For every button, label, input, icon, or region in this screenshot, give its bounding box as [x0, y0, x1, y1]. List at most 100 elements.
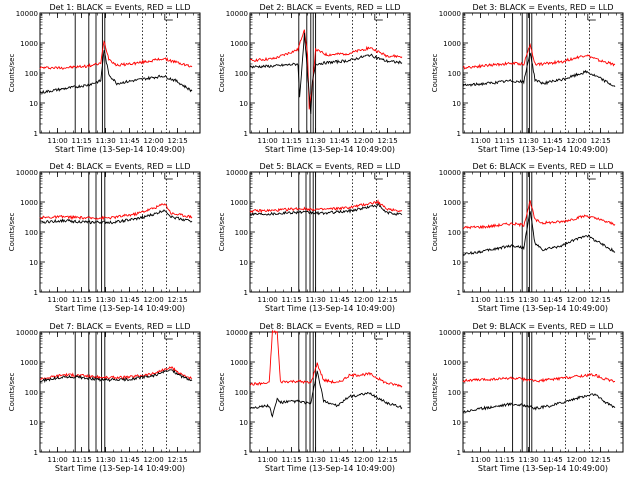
- x-tick-label: 12:15: [591, 137, 611, 145]
- series-line-events: [39, 209, 193, 225]
- chart-title: Det 5: BLACK = Events, RED = LLD: [260, 162, 401, 171]
- series-line-lld: [39, 203, 193, 221]
- x-tick-label: 11:30: [306, 137, 326, 145]
- x-tick-label: 11:30: [306, 456, 326, 464]
- x-axis-label: Start Time (13-Sep-14 10:49:00): [478, 464, 608, 473]
- x-tick-label: 11:45: [120, 456, 140, 464]
- chart-panel-1: Det 1: BLACK = Events, RED = LLD 1 10 100 10…: [8, 3, 201, 154]
- y-tick-label: 100: [448, 389, 461, 397]
- chart-title: Det 4: BLACK = Events, RED = LLD: [50, 162, 191, 171]
- x-axis-label: Start Time (13-Sep-14 10:49:00): [265, 464, 395, 473]
- series-line-events: [39, 369, 193, 384]
- x-tick-label: 11:00: [471, 456, 491, 464]
- x-tick-label: 12:00: [144, 296, 164, 304]
- series-line-lld: [462, 372, 616, 383]
- x-tick-label: 11:00: [48, 296, 68, 304]
- x-tick-label: 11:45: [120, 137, 140, 145]
- x-tick-label: 11:15: [72, 137, 92, 145]
- y-axis-label: Counts/sec: [8, 373, 16, 412]
- y-tick-label: 1000: [20, 359, 38, 367]
- y-tick-label: 1: [457, 130, 461, 138]
- x-tick-label: 11:00: [258, 456, 278, 464]
- series-line-lld: [249, 29, 403, 110]
- x-tick-label: 12:00: [354, 456, 374, 464]
- plot-frame: [462, 171, 624, 293]
- y-tick-label: 1000: [20, 40, 38, 48]
- x-tick-label: 11:30: [519, 137, 539, 145]
- chart-title: Det 9: BLACK = Events, RED = LLD: [473, 322, 614, 331]
- x-tick-label: 11:00: [471, 296, 491, 304]
- series-line-events: [462, 393, 616, 413]
- y-tick-label: 10000: [226, 169, 248, 177]
- y-axis-label: Counts/sec: [431, 213, 439, 252]
- x-tick-label: 11:00: [258, 296, 278, 304]
- series-line-lld: [462, 42, 616, 70]
- chart-title: Det 2: BLACK = Events, RED = LLD: [260, 3, 401, 12]
- y-tick-label: 1: [244, 130, 248, 138]
- chart-panel-6: Det 6: BLACK = Events, RED = LLD 1 10 100 10…: [431, 162, 624, 313]
- y-tick-label: 10000: [439, 329, 461, 337]
- x-tick-label: 12:00: [354, 137, 374, 145]
- plot-frame: [249, 171, 411, 293]
- x-axis-label: Start Time (13-Sep-14 10:49:00): [55, 304, 185, 313]
- x-tick-label: 11:45: [330, 296, 350, 304]
- series-line-lld: [462, 200, 616, 230]
- chart-title: Det 6: BLACK = Events, RED = LLD: [473, 162, 614, 171]
- y-tick-label: 100: [448, 229, 461, 237]
- x-tick-label: 11:45: [120, 296, 140, 304]
- y-tick-label: 1000: [443, 359, 461, 367]
- x-tick-label: 11:00: [258, 137, 278, 145]
- plot-frame: [462, 12, 624, 134]
- series-line-events: [39, 50, 193, 94]
- x-axis-label: Start Time (13-Sep-14 10:49:00): [265, 304, 395, 313]
- chart-panel-8: Det 8: BLACK = Events, RED = LLD 1 10 100 10…: [218, 322, 411, 473]
- chart-panel-5: Det 5: BLACK = Events, RED = LLD 1 10 100 10…: [218, 162, 411, 313]
- chart-title: Det 8: BLACK = Events, RED = LLD: [260, 322, 401, 331]
- x-tick-label: 12:15: [168, 296, 188, 304]
- y-tick-label: 10: [452, 100, 461, 108]
- chart-title: Det 7: BLACK = Events, RED = LLD: [50, 322, 191, 331]
- x-tick-label: 11:30: [96, 296, 116, 304]
- y-axis-label: Counts/sec: [218, 213, 226, 252]
- x-tick-label: 11:15: [282, 296, 302, 304]
- x-axis-label: Start Time (13-Sep-14 10:49:00): [265, 145, 395, 154]
- x-tick-label: 12:15: [168, 456, 188, 464]
- chart-panel-7: Det 7: BLACK = Events, RED = LLD 1 10 100 10…: [8, 322, 201, 473]
- y-tick-label: 1000: [230, 359, 248, 367]
- x-tick-label: 11:30: [519, 456, 539, 464]
- y-tick-label: 10000: [226, 329, 248, 337]
- y-tick-label: 1000: [20, 199, 38, 207]
- y-tick-label: 1: [34, 289, 38, 297]
- x-tick-label: 11:15: [72, 456, 92, 464]
- series-line-lld: [39, 365, 193, 381]
- x-tick-label: 11:45: [330, 137, 350, 145]
- y-tick-label: 10: [239, 259, 248, 267]
- y-tick-label: 100: [235, 70, 248, 78]
- y-axis-label: Counts/sec: [218, 373, 226, 412]
- x-tick-label: 11:15: [495, 296, 515, 304]
- plot-frame: [249, 12, 411, 134]
- y-tick-label: 100: [235, 389, 248, 397]
- y-tick-label: 10000: [16, 10, 38, 18]
- x-axis-label: Start Time (13-Sep-14 10:49:00): [478, 145, 608, 154]
- chart-panel-3: Det 3: BLACK = Events, RED = LLD 1 10 100 10…: [431, 3, 624, 154]
- x-tick-label: 11:15: [495, 456, 515, 464]
- x-tick-label: 11:45: [543, 296, 563, 304]
- y-tick-label: 100: [25, 229, 38, 237]
- plot-frame: [39, 331, 201, 453]
- x-tick-label: 12:15: [591, 296, 611, 304]
- plot-frame: [249, 331, 411, 453]
- y-tick-label: 10: [239, 100, 248, 108]
- x-axis-label: Start Time (13-Sep-14 10:49:00): [55, 145, 185, 154]
- chart-title: Det 3: BLACK = Events, RED = LLD: [473, 3, 614, 12]
- y-tick-label: 10000: [439, 10, 461, 18]
- x-tick-label: 12:00: [567, 296, 587, 304]
- y-tick-label: 100: [25, 389, 38, 397]
- x-tick-label: 12:15: [168, 137, 188, 145]
- x-tick-label: 11:45: [543, 137, 563, 145]
- series-line-events: [462, 211, 616, 256]
- x-tick-label: 11:15: [282, 137, 302, 145]
- x-tick-label: 11:00: [48, 137, 68, 145]
- y-tick-label: 10: [452, 259, 461, 267]
